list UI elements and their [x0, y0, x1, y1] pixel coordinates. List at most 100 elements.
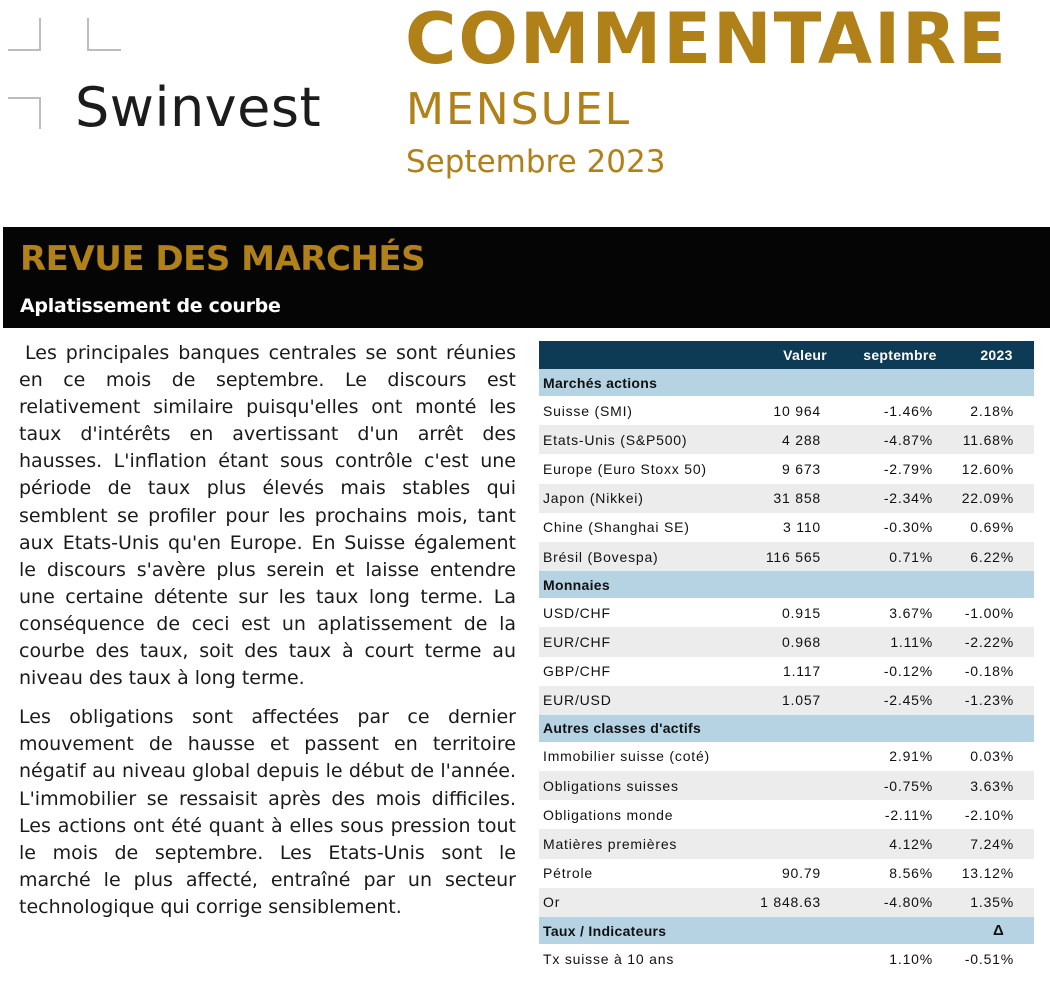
row-ytd-change: 1.35%	[959, 887, 1034, 917]
row-value: 3 110	[783, 519, 821, 536]
row-value	[743, 829, 841, 859]
market-table: Valeur septembre 2023 Marchés actions Su…	[539, 341, 1034, 973]
row-label: GBP/CHF	[543, 663, 611, 680]
row-label: Europe (Euro Stoxx 50)	[543, 460, 707, 477]
row-value: 9 673	[781, 460, 821, 477]
row-label: Matières premières	[539, 829, 743, 859]
banner-subtitle: Aplatissement de courbe	[20, 295, 281, 317]
article-paragraph: Les obligations sont affectées par ce de…	[19, 706, 516, 918]
row-value: 0.915	[781, 604, 821, 621]
table-row: Immobilier suisse (coté) 2.91% 0.03%	[539, 742, 1034, 771]
banner-title: REVUE DES MARCHÉS	[20, 239, 426, 279]
table-row: Japon (Nikkei) 31 858 -2.34% 22.09%	[539, 483, 1034, 513]
column-header: 2023	[959, 341, 1034, 369]
section-extra	[959, 369, 1034, 396]
row-value	[743, 800, 841, 829]
row-label: Tx suisse à 10 ans	[543, 950, 675, 967]
row-month-change: 4.12%	[841, 829, 959, 859]
row-label: EUR/CHF	[539, 627, 743, 657]
table-row: EUR/USD 1.057 -2.45% -1.23%	[539, 685, 1034, 715]
row-label: Immobilier suisse (coté)	[543, 748, 711, 765]
row-month-change: -0.75%	[841, 771, 959, 801]
row-month-change: -2.34%	[841, 483, 959, 513]
row-label: Suisse (SMI)	[543, 402, 633, 419]
section-title: Monnaies	[539, 571, 959, 599]
row-value: 10 964	[773, 402, 821, 419]
row-label: Brésil (Bovespa)	[539, 541, 743, 572]
table-header: Valeur septembre 2023	[539, 341, 1034, 369]
row-value: 1.057	[743, 685, 841, 715]
row-value: 1 848.63	[743, 887, 841, 917]
row-ytd-change: 2.18%	[970, 402, 1014, 419]
section-title: Autres classes d'actifs	[539, 714, 959, 742]
corner-mark	[8, 49, 41, 51]
row-month-change: 1.11%	[841, 627, 959, 657]
row-label: USD/CHF	[543, 604, 611, 621]
row-value: 1.117	[783, 663, 821, 680]
row-value	[743, 742, 841, 771]
table-section-header: Monnaies	[539, 571, 1034, 599]
section-extra	[959, 571, 1034, 599]
row-label: EUR/USD	[539, 685, 743, 715]
row-ytd-change: -0.18%	[964, 663, 1014, 680]
corner-mark	[39, 18, 41, 50]
row-month-change: -0.30%	[883, 519, 933, 536]
column-header: Valeur	[743, 341, 841, 369]
period-label: Septembre 2023	[406, 144, 666, 180]
delta-symbol: Δ	[959, 917, 1034, 944]
row-ytd-change: 0.69%	[970, 519, 1014, 536]
article-body: Les principales banques centrales se son…	[19, 340, 516, 933]
section-extra	[959, 714, 1034, 742]
table-row: Obligations monde -2.11% -2.10%	[539, 800, 1034, 829]
row-month-change: 1.10%	[889, 950, 933, 967]
row-ytd-change: 13.12%	[961, 865, 1014, 882]
section-title: Marchés actions	[539, 369, 959, 396]
table-row: Tx suisse à 10 ans 1.10% -0.51%	[539, 944, 1034, 973]
row-month-change: -2.11%	[884, 806, 933, 823]
row-ytd-change: -1.00%	[964, 604, 1014, 621]
row-month-change: 0.71%	[841, 541, 959, 572]
row-label: Pétrole	[543, 865, 593, 882]
corner-mark	[39, 97, 41, 129]
row-label: Obligations suisses	[539, 771, 743, 801]
brand-logo: Swinvest	[75, 76, 322, 139]
row-label: Or	[539, 887, 743, 917]
row-month-change: -4.80%	[841, 887, 959, 917]
row-ytd-change: -0.51%	[964, 950, 1014, 967]
row-value	[743, 771, 841, 801]
row-month-change: 8.56%	[889, 865, 933, 882]
row-month-change: -2.45%	[841, 685, 959, 715]
row-value: 116 565	[743, 541, 841, 572]
row-ytd-change: 6.22%	[959, 541, 1034, 572]
section-title: Taux / Indicateurs	[539, 917, 959, 944]
table-row: Etats-Unis (S&P500) 4 288 -4.87% 11.68%	[539, 425, 1034, 455]
table-row: EUR/CHF 0.968 1.11% -2.22%	[539, 627, 1034, 657]
row-ytd-change: 11.68%	[959, 425, 1034, 455]
row-month-change: 3.67%	[889, 604, 933, 621]
table-row: Suisse (SMI) 10 964 -1.46% 2.18%	[539, 396, 1034, 425]
page-subtitle: MENSUEL	[406, 84, 632, 135]
row-label: Obligations monde	[543, 806, 674, 823]
row-ytd-change: 12.60%	[961, 460, 1014, 477]
table-row: Or 1 848.63 -4.80% 1.35%	[539, 887, 1034, 917]
corner-mark	[87, 49, 121, 51]
table-row: Obligations suisses -0.75% 3.63%	[539, 771, 1034, 801]
row-label: Japon (Nikkei)	[539, 483, 743, 513]
table-row: Pétrole 90.79 8.56% 13.12%	[539, 859, 1034, 888]
article-paragraph: Les principales banques centrales se son…	[19, 342, 516, 690]
row-month-change: -0.12%	[883, 663, 933, 680]
table-row: Europe (Euro Stoxx 50) 9 673 -2.79% 12.6…	[539, 454, 1034, 483]
table-row: Chine (Shanghai SE) 3 110 -0.30% 0.69%	[539, 513, 1034, 542]
table-row: Brésil (Bovespa) 116 565 0.71% 6.22%	[539, 541, 1034, 572]
row-ytd-change: -2.22%	[959, 627, 1034, 657]
corner-mark	[87, 18, 89, 50]
table-row: Matières premières 4.12% 7.24%	[539, 829, 1034, 859]
row-ytd-change: -1.23%	[959, 685, 1034, 715]
corner-mark	[8, 97, 41, 99]
table-section-header: Taux / Indicateurs Δ	[539, 917, 1034, 944]
row-ytd-change: 3.63%	[959, 771, 1034, 801]
row-month-change: -1.46%	[883, 402, 933, 419]
row-ytd-change: 0.03%	[970, 748, 1014, 765]
row-label: Etats-Unis (S&P500)	[539, 425, 743, 455]
section-banner: REVUE DES MARCHÉS Aplatissement de courb…	[3, 227, 1050, 328]
